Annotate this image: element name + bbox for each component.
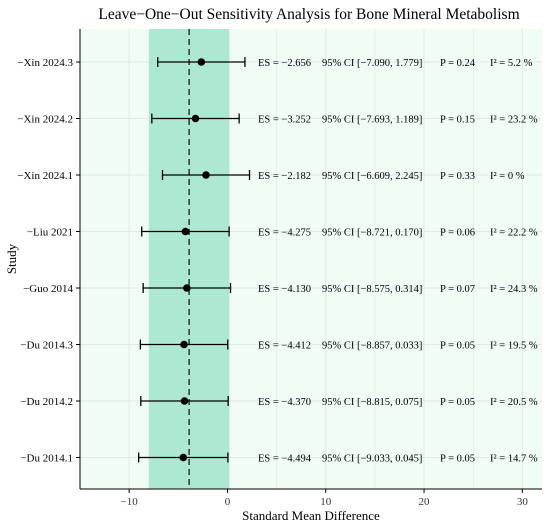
x-axis-ticks: −10 0 10 20 30 (121, 489, 529, 508)
p-label: P = 0.05 (440, 341, 475, 352)
p-label: P = 0.07 (440, 284, 475, 295)
i2-label: I² = 19.5 % (490, 341, 538, 352)
effect-point (180, 397, 189, 405)
x-axis-label: Standard Mean Difference (242, 508, 380, 523)
i2-label: I² = 0 % (490, 171, 525, 182)
x-tick-label: 30 (517, 496, 529, 508)
es-label: ES = −3.252 (258, 115, 311, 126)
p-label: P = 0.15 (440, 115, 475, 126)
i2-label: I² = 20.5 % (490, 397, 538, 408)
effect-point (180, 340, 188, 349)
ci-label: 95% CI [−8.721, 0.170] (322, 228, 422, 239)
effect-point (181, 227, 190, 236)
es-label: ES = −4.412 (258, 341, 311, 352)
study-row: −Du 2014.2 ES = −4.370 95% CI [−8.815, 0.0… (20, 396, 538, 408)
ci-label: 95% CI [−9.033, 0.045] (322, 454, 422, 465)
y-tick-label: −Xin 2024.2 (17, 114, 73, 126)
grid-lines (80, 29, 542, 489)
ci-label: 95% CI [−8.815, 0.075] (322, 397, 422, 408)
ci-label: 95% CI [−7.090, 1.779] (322, 58, 422, 69)
es-label: ES = −2.182 (258, 171, 311, 182)
x-tick-label: 20 (419, 496, 431, 508)
es-label: ES = −4.130 (258, 284, 311, 295)
study-rows: −Xin 2024.3 ES = −2.656 95% CI [−7.090, 1.… (17, 57, 538, 465)
p-label: P = 0.24 (440, 58, 476, 69)
ci-label: 95% CI [−8.575, 0.314] (322, 284, 422, 295)
y-tick-label: −Liu 2021 (27, 227, 73, 239)
ci-label: 95% CI [−8.857, 0.033] (322, 341, 422, 352)
ci-label: 95% CI [−6.609, 2.245] (322, 171, 422, 182)
y-axis-label: Study (4, 243, 19, 274)
effect-point (183, 284, 191, 292)
study-row: −Liu 2021 ES = −4.275 95% CI [−8.721, 0.17… (27, 226, 538, 239)
es-label: ES = −4.275 (258, 228, 311, 239)
study-row: −Du 2014.1 ES = −4.494 95% CI [−9.033, 0.0… (20, 452, 538, 465)
y-tick-label: −Du 2014.2 (20, 396, 73, 408)
y-tick-label: −Xin 2024.3 (17, 57, 73, 69)
p-label: P = 0.05 (440, 397, 475, 408)
es-label: ES = −4.494 (258, 454, 312, 465)
study-row: −Xin 2024.3 ES = −2.656 95% CI [−7.090, 1.… (17, 57, 533, 69)
study-row: −Du 2014.3 ES = −4.412 95% CI [−8.857, 0.0… (20, 339, 538, 352)
effect-point (197, 58, 206, 66)
y-tick-label: −Xin 2024.1 (17, 170, 73, 182)
effect-point (191, 114, 200, 123)
p-label: P = 0.05 (440, 454, 475, 465)
es-label: ES = −4.370 (258, 397, 311, 408)
x-tick-label: 0 (225, 496, 231, 508)
study-row: −Xin 2024.2 ES = −3.252 95% CI [−7.693, 1.… (17, 113, 538, 126)
p-label: P = 0.06 (440, 228, 475, 239)
x-tick-label: −10 (121, 496, 139, 508)
i2-label: I² = 22.2 % (490, 228, 538, 239)
i2-label: I² = 23.2 % (490, 115, 538, 126)
chart-title: Leave−One−Out Sensitivity Analysis for B… (98, 6, 519, 23)
x-tick-label: 10 (320, 496, 332, 508)
y-tick-label: −Guo 2014 (23, 283, 73, 295)
y-tick-label: −Du 2014.1 (20, 453, 73, 465)
ci-label: 95% CI [−7.693, 1.189] (322, 115, 422, 126)
es-label: ES = −2.656 (258, 58, 311, 69)
i2-label: I² = 14.7 % (490, 454, 538, 465)
effect-point (202, 171, 210, 179)
study-row: −Xin 2024.1 ES = −2.182 95% CI [−6.609, 2.… (17, 170, 525, 182)
p-label: P = 0.33 (440, 171, 475, 182)
study-row: −Guo 2014 ES = −4.130 95% CI [−8.575, 0.31… (23, 283, 538, 295)
effect-point (179, 453, 188, 462)
y-tick-label: −Du 2014.3 (20, 340, 73, 352)
i2-label: I² = 24.3 % (490, 284, 538, 295)
i2-label: I² = 5.2 % (490, 58, 533, 69)
